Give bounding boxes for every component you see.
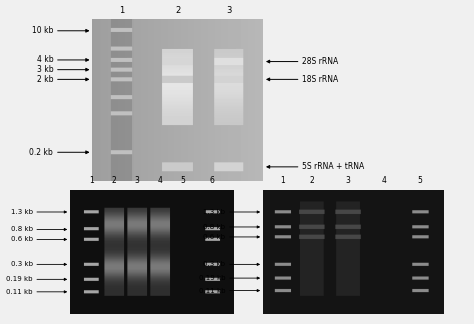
Text: 2: 2 [175,6,181,15]
Text: 0.6 kb: 0.6 kb [10,237,33,242]
Text: 5: 5 [181,176,185,185]
Text: 2: 2 [112,176,117,185]
Text: 0.19 kb: 0.19 kb [199,275,225,281]
Text: 4: 4 [158,176,163,185]
Text: 0.3 kb: 0.3 kb [10,261,33,267]
Text: 4 kb: 4 kb [36,55,53,64]
Text: 4: 4 [381,176,386,185]
Text: 2: 2 [310,176,314,185]
Text: 0.11 kb: 0.11 kb [199,288,225,294]
Text: 0.3 kb: 0.3 kb [203,261,225,267]
Text: 0.2 kb: 0.2 kb [29,148,53,157]
Text: 18S rRNA: 18S rRNA [302,75,338,84]
Text: 5: 5 [417,176,422,185]
Text: 3: 3 [345,176,350,185]
Text: 0.11 kb: 0.11 kb [6,289,33,295]
Text: 0.6 kb: 0.6 kb [203,234,225,240]
Text: 1: 1 [281,176,285,185]
Text: 0.8 kb: 0.8 kb [203,224,225,230]
Text: 3 kb: 3 kb [36,65,53,74]
Text: 0.19 kb: 0.19 kb [6,276,33,282]
Text: (a): (a) [171,194,184,204]
Text: 1.3 kb: 1.3 kb [203,209,225,215]
Text: 28S rRNA: 28S rRNA [302,57,338,66]
Text: 10 kb: 10 kb [32,26,53,35]
Text: 0.8 kb: 0.8 kb [10,226,33,232]
Text: 3: 3 [135,176,140,185]
Text: 1: 1 [89,176,94,185]
Text: 1: 1 [119,6,124,15]
Text: 1.3 kb: 1.3 kb [10,209,33,215]
Text: 2 kb: 2 kb [36,75,53,84]
Text: 5S rRNA + tRNA: 5S rRNA + tRNA [302,162,365,171]
Text: 6: 6 [210,176,215,185]
Text: 3: 3 [226,6,232,15]
